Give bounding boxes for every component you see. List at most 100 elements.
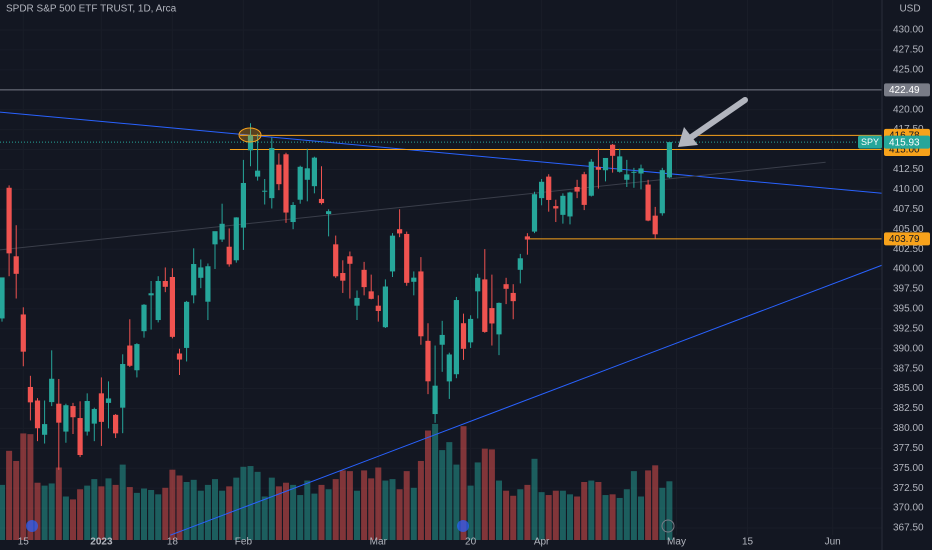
- volume-bar: [27, 434, 34, 540]
- candle-body: [368, 291, 374, 299]
- candle-body: [389, 235, 396, 272]
- candle-body: [113, 414, 119, 434]
- candle-body: [34, 400, 41, 429]
- candle-body: [453, 300, 459, 375]
- volume-bar: [77, 489, 84, 540]
- candle-body: [397, 229, 403, 234]
- candle-body: [539, 181, 545, 199]
- volume-bar: [283, 482, 289, 540]
- candle-body: [155, 280, 161, 321]
- x-tick-label: Apr: [534, 537, 550, 548]
- volume-bar: [652, 465, 659, 540]
- volume-bar: [34, 482, 41, 540]
- candle-body: [304, 168, 310, 180]
- volume-bar: [538, 492, 545, 540]
- y-tick-label: 400.00: [893, 264, 924, 275]
- candle-body: [27, 386, 33, 403]
- volume-bar: [275, 486, 282, 540]
- volume-bar: [552, 490, 559, 540]
- candle-body: [98, 393, 104, 422]
- x-tick-label: 15: [742, 537, 754, 548]
- candle-body: [120, 364, 126, 408]
- candle-body: [262, 190, 268, 192]
- volume-bar: [602, 495, 609, 540]
- candle-body: [141, 304, 147, 332]
- currency: USD: [899, 4, 920, 15]
- candle-body: [602, 157, 609, 171]
- candle-body: [496, 302, 502, 335]
- symbol-tag: [858, 135, 882, 149]
- candle-body: [84, 400, 90, 432]
- volume-bar: [55, 467, 62, 540]
- candle-body: [432, 385, 438, 415]
- candle-body: [91, 409, 97, 424]
- candle-body: [382, 286, 388, 328]
- volume-bar: [247, 466, 254, 540]
- candle-body: [560, 195, 566, 215]
- y-tick-label: 372.50: [893, 483, 924, 494]
- candle-body: [610, 144, 616, 156]
- candle-body: [567, 192, 573, 217]
- volume-bar: [432, 424, 439, 540]
- volume-bar: [297, 495, 304, 540]
- candle-body: [595, 167, 601, 170]
- candle-body: [255, 170, 261, 177]
- volume-bar: [510, 495, 517, 540]
- volume-bar: [98, 486, 105, 540]
- price-axis-labels: 367.50 370.00 372.50 375.00 377.50 380.00 382.…: [884, 25, 930, 534]
- volume-bar: [638, 496, 644, 540]
- candle-body: [482, 279, 488, 332]
- volume-bar: [496, 480, 502, 540]
- candle-body: [105, 398, 112, 403]
- candle-body: [375, 305, 381, 311]
- volume-bar: [233, 477, 240, 540]
- volume-bar: [446, 442, 453, 540]
- y-tick-label: 397.50: [893, 284, 924, 295]
- candle-body: [659, 170, 665, 214]
- volume-bar: [531, 458, 538, 540]
- volume-bar: [254, 471, 261, 540]
- price-tag: [884, 232, 930, 246]
- candle-body: [6, 187, 12, 254]
- candle-body: [219, 223, 225, 240]
- volume-bar: [616, 497, 623, 540]
- candle-body: [134, 344, 140, 371]
- candle-body: [0, 277, 5, 319]
- volume-bar: [212, 479, 218, 540]
- candle-body: [475, 277, 481, 292]
- volume-bar: [169, 469, 176, 540]
- candle-body: [489, 308, 495, 324]
- volume-bar: [403, 471, 410, 540]
- candle-body: [297, 166, 303, 200]
- candle-body: [510, 292, 516, 302]
- candle-body: [311, 157, 317, 187]
- volume-bar: [119, 464, 126, 540]
- volume-bar: [0, 484, 5, 540]
- y-tick-label: 412.50: [893, 164, 924, 175]
- candle-body: [326, 211, 332, 215]
- candle-body: [425, 340, 431, 382]
- y-tick-label: 387.50: [893, 363, 924, 374]
- candle-body: [631, 171, 637, 173]
- trendline: [170, 264, 882, 536]
- x-tick-label: Feb: [235, 537, 253, 548]
- price-tag-label: 415.93: [889, 137, 920, 148]
- volume-bar: [240, 466, 247, 540]
- candle-body: [460, 323, 467, 349]
- volume-bar: [197, 490, 204, 540]
- candle-body: [247, 135, 254, 151]
- x-tick-label: 2023: [90, 537, 113, 548]
- volume-bar: [453, 464, 460, 540]
- volume-bar: [133, 492, 140, 540]
- price-tag-label: 415.00: [889, 145, 920, 156]
- chart-title: SPDR S&P 500 ETF TRUST, 1D, Arca: [6, 4, 177, 15]
- y-tick-label: 380.00: [893, 423, 924, 434]
- y-tick-label: 367.50: [893, 523, 924, 534]
- volume-bar: [595, 482, 602, 540]
- candle-body: [13, 256, 19, 274]
- volume-bar: [162, 487, 169, 540]
- candle-body: [546, 176, 552, 200]
- candle-body: [70, 406, 76, 418]
- volume-bar: [439, 450, 446, 540]
